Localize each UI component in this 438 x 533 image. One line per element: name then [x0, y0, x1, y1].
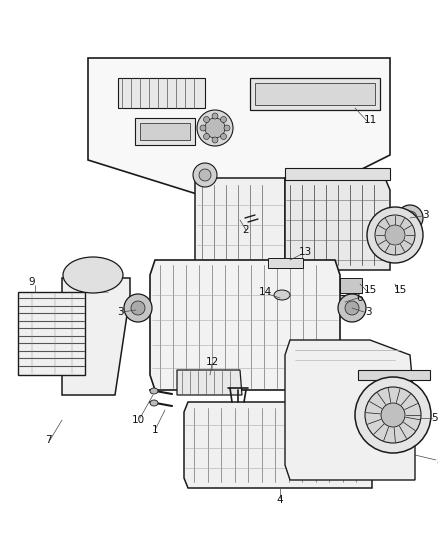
Text: 3: 3	[365, 307, 371, 317]
Text: 10: 10	[131, 415, 145, 425]
Bar	[318, 295, 346, 313]
Ellipse shape	[345, 301, 359, 315]
Polygon shape	[184, 402, 372, 488]
Text: 6: 6	[357, 293, 363, 303]
Text: 2: 2	[243, 225, 249, 235]
Ellipse shape	[375, 215, 415, 255]
Polygon shape	[195, 178, 285, 285]
Polygon shape	[118, 78, 205, 108]
Ellipse shape	[220, 133, 226, 140]
Ellipse shape	[397, 205, 423, 231]
Text: 11: 11	[364, 115, 377, 125]
Ellipse shape	[124, 294, 152, 322]
Polygon shape	[62, 278, 130, 395]
Ellipse shape	[199, 169, 211, 181]
Ellipse shape	[403, 211, 417, 225]
Bar	[340, 278, 362, 293]
Text: 15: 15	[364, 285, 377, 295]
Text: 3: 3	[117, 307, 124, 317]
Bar	[310, 278, 332, 293]
Text: 9: 9	[28, 277, 35, 287]
Ellipse shape	[385, 225, 405, 245]
Bar	[268, 258, 303, 268]
Ellipse shape	[338, 294, 366, 322]
Ellipse shape	[150, 400, 158, 406]
Text: 7: 7	[45, 435, 51, 445]
Ellipse shape	[131, 301, 145, 315]
Text: 4: 4	[277, 495, 283, 505]
Ellipse shape	[63, 257, 123, 293]
Ellipse shape	[212, 137, 218, 143]
Ellipse shape	[212, 113, 218, 119]
Text: 13: 13	[298, 247, 311, 257]
Bar	[358, 370, 430, 380]
Polygon shape	[150, 260, 340, 390]
Ellipse shape	[355, 377, 431, 453]
Ellipse shape	[274, 290, 290, 300]
Text: 14: 14	[258, 287, 272, 297]
Ellipse shape	[367, 207, 423, 263]
Ellipse shape	[365, 387, 421, 443]
Ellipse shape	[204, 133, 209, 140]
Polygon shape	[285, 168, 390, 180]
Ellipse shape	[205, 118, 225, 138]
Polygon shape	[285, 178, 390, 270]
Ellipse shape	[193, 163, 217, 187]
Ellipse shape	[224, 125, 230, 131]
Polygon shape	[135, 118, 195, 145]
Polygon shape	[88, 58, 390, 195]
Polygon shape	[140, 123, 190, 140]
Ellipse shape	[197, 110, 233, 146]
Ellipse shape	[381, 403, 405, 427]
Polygon shape	[285, 340, 415, 480]
Text: 15: 15	[393, 285, 406, 295]
Polygon shape	[250, 78, 380, 110]
Text: 5: 5	[432, 413, 438, 423]
Ellipse shape	[220, 117, 226, 123]
Polygon shape	[255, 83, 375, 105]
Ellipse shape	[200, 125, 206, 131]
Polygon shape	[18, 292, 85, 375]
Text: 1: 1	[152, 425, 158, 435]
Ellipse shape	[150, 388, 158, 394]
Text: 8: 8	[437, 457, 438, 467]
Polygon shape	[177, 370, 242, 395]
Ellipse shape	[204, 117, 209, 123]
Text: 3: 3	[422, 210, 428, 220]
Text: 12: 12	[205, 357, 219, 367]
